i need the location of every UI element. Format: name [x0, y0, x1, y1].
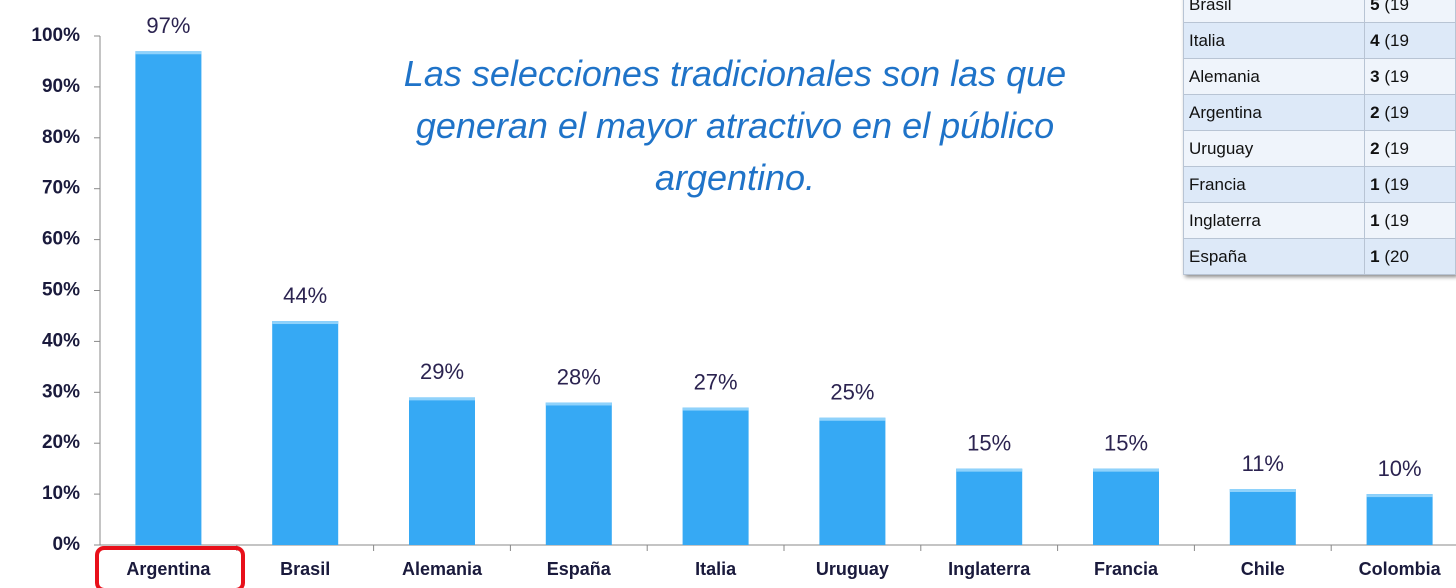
- bar-cap: [956, 468, 1023, 472]
- titles-years: (20: [1384, 246, 1409, 266]
- table-row: Argentina 2 (19: [1182, 94, 1456, 131]
- bar-cap: [1366, 494, 1433, 498]
- bar: [682, 407, 749, 545]
- x-tick-label: Argentina: [126, 559, 211, 579]
- table-row: Italia 4 (19: [1182, 22, 1456, 59]
- titles-cell: 5 (19: [1364, 0, 1456, 23]
- titles-count: 1: [1370, 246, 1380, 266]
- y-tick-label: 100%: [31, 25, 80, 46]
- country-cell: España: [1182, 238, 1366, 275]
- y-tick-label: 70%: [42, 178, 80, 199]
- country-cell: Uruguay: [1182, 130, 1366, 167]
- y-tick-label: 90%: [42, 76, 80, 97]
- titles-cell: 1 (19: [1364, 202, 1456, 239]
- titles-count: 2: [1370, 138, 1380, 158]
- bar: [135, 51, 202, 546]
- titles-years: (19: [1384, 102, 1409, 122]
- bar: [409, 397, 475, 545]
- value-label: 28%: [557, 364, 601, 389]
- country-cell: Italia: [1182, 22, 1366, 59]
- country-cell: Brasil: [1182, 0, 1366, 23]
- titles-cell: 4 (19: [1364, 22, 1456, 59]
- bar: [272, 321, 339, 545]
- bar-cap: [819, 417, 886, 421]
- x-tick-label: Italia: [695, 559, 737, 579]
- x-tick-label: Chile: [1241, 559, 1285, 579]
- titles-years: (19: [1384, 30, 1409, 50]
- y-tick-label: 40%: [42, 330, 80, 351]
- table-row: Francia 1 (19: [1182, 166, 1456, 203]
- bar-cap: [409, 397, 475, 401]
- country-cell: Francia: [1182, 166, 1366, 203]
- value-label: 25%: [830, 380, 874, 405]
- titles-cell: 3 (19: [1364, 58, 1456, 95]
- value-label: 97%: [146, 13, 190, 38]
- highlight-box: [95, 546, 245, 588]
- value-label: 27%: [694, 369, 738, 394]
- titles-count: 3: [1370, 66, 1380, 86]
- titles-years: (19: [1384, 0, 1409, 14]
- table-row: Brasil 5 (19: [1182, 0, 1456, 23]
- y-tick-label: 50%: [42, 280, 80, 301]
- value-label: 11%: [1242, 451, 1284, 476]
- value-label: 15%: [967, 430, 1011, 455]
- y-tick-label: 0%: [53, 534, 81, 555]
- titles-years: (19: [1384, 174, 1409, 194]
- bar-cap: [272, 321, 339, 325]
- bar: [1229, 489, 1296, 545]
- bar: [1093, 468, 1159, 545]
- x-tick-label: Brasil: [280, 559, 330, 579]
- y-tick-label: 60%: [42, 229, 80, 250]
- titles-years: (19: [1384, 138, 1409, 158]
- bar-cap: [682, 407, 749, 411]
- y-tick-label: 30%: [42, 381, 80, 402]
- x-tick-label: Francia: [1094, 559, 1159, 579]
- bar: [819, 417, 886, 545]
- titles-count: 5: [1370, 0, 1380, 14]
- titles-cell: 2 (19: [1364, 94, 1456, 131]
- bar: [956, 468, 1023, 545]
- x-tick-label: España: [547, 559, 612, 579]
- titles-count: 2: [1370, 102, 1380, 122]
- country-cell: Argentina: [1182, 94, 1366, 131]
- value-label: 29%: [420, 359, 464, 384]
- x-tick-label: Colombia: [1359, 559, 1442, 579]
- value-label: 10%: [1378, 456, 1422, 481]
- country-cell: Inglaterra: [1182, 202, 1366, 239]
- titles-count: 4: [1370, 30, 1380, 50]
- titles-count: 1: [1370, 210, 1380, 230]
- titles-cell: 1 (20: [1364, 238, 1456, 275]
- bar-cap: [545, 402, 612, 406]
- bar-cap: [135, 51, 202, 55]
- table-row: Inglaterra 1 (19: [1182, 202, 1456, 239]
- bar-cap: [1229, 489, 1296, 493]
- bar: [1366, 494, 1433, 545]
- y-tick-label: 20%: [42, 432, 80, 453]
- value-label: 44%: [283, 283, 327, 308]
- titles-cell: 2 (19: [1364, 130, 1456, 167]
- value-label: 15%: [1104, 430, 1148, 455]
- x-tick-label: Uruguay: [816, 559, 889, 579]
- bar: [545, 402, 612, 545]
- bar-cap: [1093, 468, 1159, 472]
- y-tick-label: 10%: [42, 483, 80, 504]
- titles-count: 1: [1370, 174, 1380, 194]
- titles-years: (19: [1384, 210, 1409, 230]
- x-tick-label: Alemania: [402, 559, 483, 579]
- y-tick-label: 80%: [42, 127, 80, 148]
- titles-cell: 1 (19: [1364, 166, 1456, 203]
- titles-table: Brasil 5 (19 Italia 4 (19 Alemania 3 (19 Argen…: [1182, 0, 1456, 275]
- table-row: Uruguay 2 (19: [1182, 130, 1456, 167]
- x-tick-label: Inglaterra: [948, 559, 1031, 579]
- titles-years: (19: [1384, 66, 1409, 86]
- country-cell: Alemania: [1182, 58, 1366, 95]
- annotation: Las selecciones tradicionales son las qu…: [403, 53, 1067, 198]
- table-row: Alemania 3 (19: [1182, 58, 1456, 95]
- table-row: España 1 (20: [1182, 238, 1456, 275]
